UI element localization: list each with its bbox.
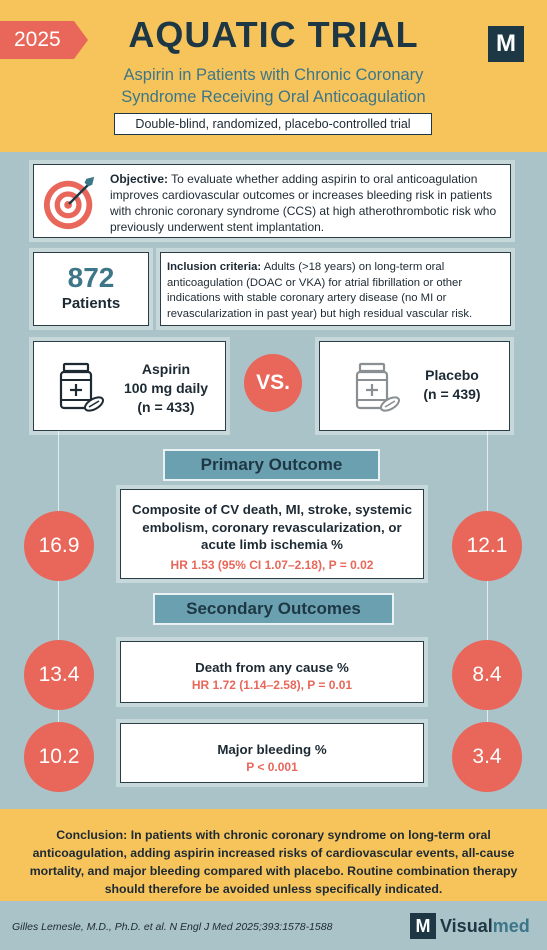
- primary-outcome-title: Composite of CV death, MI, stroke, syste…: [131, 502, 413, 552]
- primary-outcome-stat: HR 1.53 (95% CI 1.07–2.18), P = 0.02: [170, 557, 374, 572]
- visualmed-logo-icon: M: [410, 913, 436, 939]
- patients-card: 872 Patients: [33, 252, 149, 326]
- placebo-arm-text: Placebo (n = 439): [400, 366, 504, 404]
- conclusion-body: In patients with chronic coronary syndro…: [29, 828, 518, 896]
- death-outcome-stat: HR 1.72 (1.14–2.58), P = 0.01: [191, 677, 353, 692]
- citation: Gilles Lemesle, M.D., Ph.D. et al. N Eng…: [12, 921, 333, 933]
- target-icon: [43, 176, 95, 230]
- subtitle-line-2: Syndrome Receiving Oral Anticoagulation: [121, 88, 426, 106]
- bleeding-placebo-value: 3.4: [452, 722, 522, 792]
- conclusion-band: Conclusion: In patients with chronic cor…: [0, 809, 547, 901]
- placebo-arm-card: Placebo (n = 439): [319, 341, 510, 431]
- objective-card: Objective: To evaluate whether adding as…: [33, 164, 511, 238]
- brand-name: Visualmed: [440, 916, 530, 937]
- death-outcome-title: Death from any cause %: [195, 660, 349, 675]
- subtitle: Aspirin in Patients with Chronic Coronar…: [60, 64, 487, 108]
- connector-line-left: [58, 431, 59, 791]
- inclusion-text: Inclusion criteria: Adults (>18 years) o…: [167, 260, 507, 322]
- header-band: 2025 AQUATIC TRIAL M Aspirin in Patients…: [0, 0, 547, 152]
- brand-name-part1: Visual: [440, 915, 493, 936]
- conclusion-text: Conclusion: In patients with chronic cor…: [20, 826, 527, 898]
- visualmed-brand[interactable]: M Visualmed: [410, 913, 530, 939]
- aspirin-n: (n = 433): [137, 399, 195, 415]
- inclusion-card: Inclusion criteria: Adults (>18 years) o…: [160, 252, 511, 326]
- bleeding-aspirin-value: 10.2: [24, 722, 94, 792]
- objective-body: To evaluate whether adding aspirin to or…: [110, 172, 497, 234]
- connector-line-right: [487, 422, 488, 791]
- aspirin-arm-text: Aspirin 100 mg daily (n = 433): [114, 360, 218, 417]
- objective-text: Objective: To evaluate whether adding as…: [110, 171, 506, 235]
- pill-bottle-icon: [59, 362, 105, 412]
- aspirin-dose: 100 mg daily: [123, 380, 209, 396]
- bleeding-outcome-stat: P < 0.001: [246, 759, 298, 774]
- inclusion-lead: Inclusion criteria:: [167, 261, 262, 273]
- subtitle-line-1: Aspirin in Patients with Chronic Coronar…: [123, 66, 424, 84]
- bleeding-outcome-title: Major bleeding %: [217, 742, 327, 757]
- secondary-outcomes-label: Secondary Outcomes: [153, 593, 394, 625]
- primary-placebo-value: 12.1: [452, 511, 522, 581]
- brand-name-part2: med: [492, 915, 530, 936]
- versus-badge: VS.: [244, 354, 302, 412]
- death-outcome-card: Death from any cause % HR 1.72 (1.14–2.5…: [120, 641, 424, 703]
- trial-design-label: Double-blind, randomized, placebo-contro…: [114, 113, 432, 135]
- placebo-name: Placebo: [425, 367, 479, 383]
- primary-outcome-card: Composite of CV death, MI, stroke, syste…: [120, 489, 424, 579]
- death-aspirin-value: 13.4: [24, 640, 94, 710]
- footer: Gilles Lemesle, M.D., Ph.D. et al. N Eng…: [0, 901, 547, 950]
- primary-outcome-label: Primary Outcome: [163, 449, 380, 481]
- primary-aspirin-value: 16.9: [24, 511, 94, 581]
- objective-lead: Objective:: [110, 172, 169, 186]
- patients-count: 872: [67, 262, 115, 293]
- visualmed-logo-icon: M: [488, 26, 524, 62]
- placebo-n: (n = 439): [423, 386, 481, 402]
- year-tag: 2025: [0, 21, 88, 59]
- aspirin-arm-card: Aspirin 100 mg daily (n = 433): [33, 341, 226, 431]
- bleeding-outcome-card: Major bleeding % P < 0.001: [120, 723, 424, 783]
- aspirin-name: Aspirin: [141, 361, 191, 377]
- patients-label: Patients: [61, 295, 121, 312]
- inclusion-body: Adults (>18 years) on long-term oral ant…: [167, 261, 473, 320]
- conclusion-lead: Conclusion:: [56, 828, 128, 842]
- pill-bottle-icon: [355, 362, 401, 412]
- page-title: AQUATIC TRIAL: [128, 14, 419, 55]
- death-placebo-value: 8.4: [452, 640, 522, 710]
